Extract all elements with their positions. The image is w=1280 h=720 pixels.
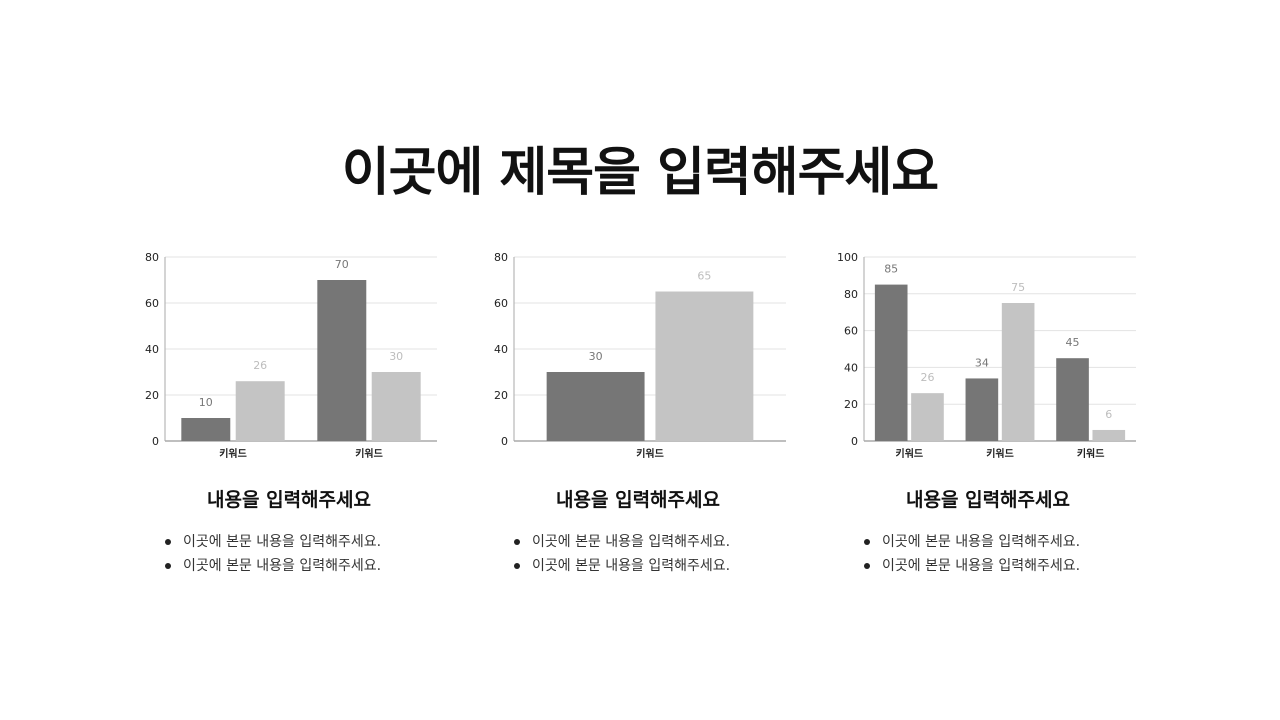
data-label: 70 (335, 258, 349, 271)
bullet-dot (514, 539, 520, 545)
bullet-dot (165, 563, 171, 569)
list-item-text: 이곳에 본문 내용을 입력해주세요. (183, 558, 382, 574)
y-tick-label: 40 (844, 361, 858, 374)
y-tick-label: 100 (837, 251, 858, 264)
list-item: 이곳에 본문 내용을 입력해주세요. (512, 530, 730, 554)
panel-heading: 내용을 입력해주세요 (556, 489, 720, 511)
bar (181, 418, 231, 441)
list-item-text: 이곳에 본문 내용을 입력해주세요. (882, 558, 1081, 574)
list-item-text: 이곳에 본문 내용을 입력해주세요. (532, 534, 731, 550)
data-label: 26 (920, 371, 934, 384)
x-tick-label: 키워드 (355, 447, 383, 460)
bar (371, 372, 421, 441)
bar (911, 393, 944, 441)
bar-chart-3: 0 20 40 60 80 100 85 26 키워드 34 75 키워드 45 6 키워드 (837, 251, 1136, 460)
data-label: 75 (1011, 281, 1025, 294)
data-label: 30 (589, 350, 603, 363)
y-tick-label: 60 (844, 325, 858, 338)
chart-panel-1: 0 20 40 60 80 10 26 키워드 70 30 키워드 내용을 입력해주세요 이곳에 본… (139, 244, 439, 584)
bar (317, 280, 367, 441)
y-tick-label: 20 (844, 398, 858, 411)
panel-heading: 내용을 입력해주세요 (207, 489, 371, 511)
bar (655, 291, 754, 441)
data-label: 45 (1066, 336, 1080, 349)
y-tick-label: 80 (145, 251, 159, 264)
bar (965, 378, 999, 441)
list-item: 이곳에 본문 내용을 입력해주세요. (163, 554, 381, 578)
chart-panel-2: 0 20 40 60 80 30 65 키워드 내용을 입력해주세요 이곳에 본문 내용을 입… (488, 244, 788, 584)
data-label: 10 (199, 396, 213, 409)
y-tick-label: 20 (494, 389, 508, 402)
data-label: 65 (697, 270, 711, 283)
y-tick-label: 40 (494, 343, 508, 356)
bar (235, 381, 285, 441)
data-label: 6 (1105, 408, 1112, 421)
list-item: 이곳에 본문 내용을 입력해주세요. (163, 530, 381, 554)
x-tick-label: 키워드 (1077, 447, 1105, 460)
y-tick-label: 60 (145, 297, 159, 310)
y-tick-label: 0 (501, 435, 508, 448)
bar-chart-1: 0 20 40 60 80 10 26 키워드 70 30 키워드 (145, 251, 437, 460)
x-tick-label: 키워드 (636, 447, 664, 460)
y-tick-label: 60 (494, 297, 508, 310)
data-label: 34 (975, 356, 989, 369)
bullet-dot (864, 539, 870, 545)
y-tick-label: 0 (152, 435, 159, 448)
y-tick-label: 0 (851, 435, 858, 448)
list-item: 이곳에 본문 내용을 입력해주세요. (862, 554, 1080, 578)
x-tick-label: 키워드 (896, 447, 924, 460)
y-tick-label: 40 (145, 343, 159, 356)
bar (1056, 358, 1089, 441)
list-item-text: 이곳에 본문 내용을 입력해주세요. (882, 534, 1081, 550)
bullet-list: 이곳에 본문 내용을 입력해주세요. 이곳에 본문 내용을 입력해주세요. (862, 530, 1080, 578)
list-item-text: 이곳에 본문 내용을 입력해주세요. (183, 534, 382, 550)
y-tick-label: 20 (145, 389, 159, 402)
bullet-list: 이곳에 본문 내용을 입력해주세요. 이곳에 본문 내용을 입력해주세요. (163, 530, 381, 578)
bar-chart-2: 0 20 40 60 80 30 65 키워드 (494, 251, 786, 460)
list-item-text: 이곳에 본문 내용을 입력해주세요. (532, 558, 731, 574)
panel-heading: 내용을 입력해주세요 (906, 489, 1070, 511)
bullet-dot (165, 539, 171, 545)
chart-panel-3: 0 20 40 60 80 100 85 26 키워드 34 75 키워드 45 6 키워드 내용을 입력해… (837, 244, 1138, 584)
list-item: 이곳에 본문 내용을 입력해주세요. (862, 530, 1080, 554)
data-label: 30 (389, 350, 403, 363)
bullet-dot (514, 563, 520, 569)
bar (546, 372, 645, 441)
y-tick-label: 80 (494, 251, 508, 264)
bar (874, 284, 908, 441)
data-label: 26 (253, 359, 267, 372)
list-item: 이곳에 본문 내용을 입력해주세요. (512, 554, 730, 578)
y-tick-label: 80 (844, 288, 858, 301)
x-tick-label: 키워드 (219, 447, 247, 460)
bullet-dot (864, 563, 870, 569)
x-tick-label: 키워드 (986, 447, 1014, 460)
bar (1092, 429, 1126, 441)
bar (1001, 303, 1035, 441)
page-title: 이곳에 제목을 입력해주세요 (341, 143, 939, 203)
bullet-list: 이곳에 본문 내용을 입력해주세요. 이곳에 본문 내용을 입력해주세요. (512, 530, 730, 578)
data-label: 85 (884, 263, 898, 276)
